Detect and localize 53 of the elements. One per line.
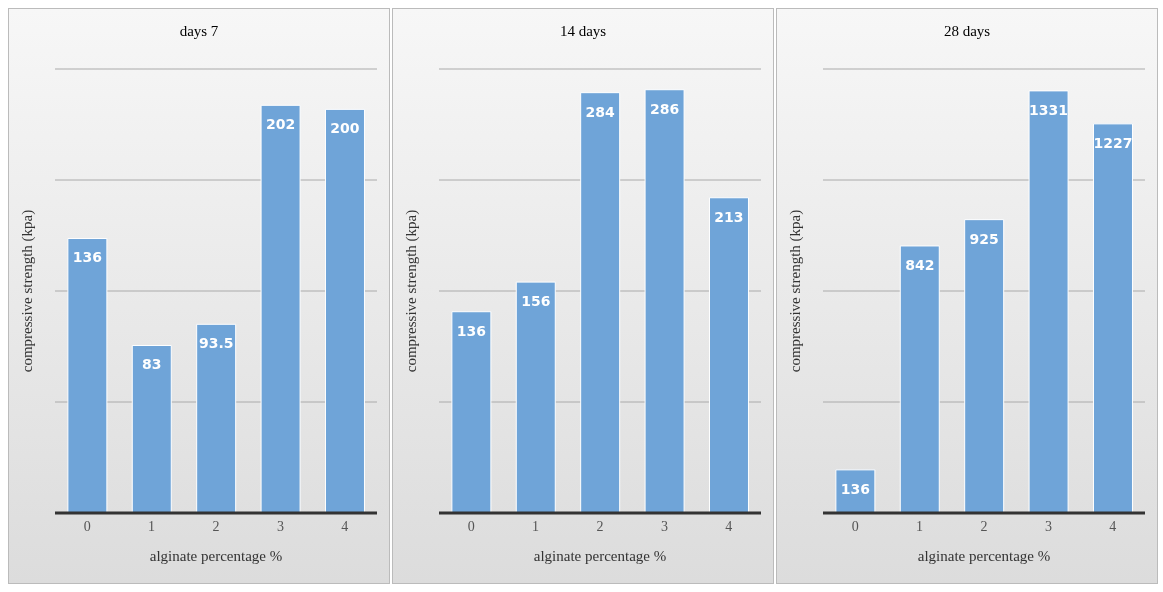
x-tick-label: 4: [725, 518, 733, 534]
bar: [964, 219, 1005, 514]
chart-title: days 7: [178, 23, 220, 40]
data-label: 83: [142, 356, 162, 373]
x-tick-label: 4: [1109, 518, 1117, 534]
data-label: 200: [330, 120, 360, 137]
x-tick-label: 1: [148, 518, 156, 534]
x-tick-label: 2: [980, 518, 988, 534]
bar: [196, 323, 237, 514]
data-label: 1227: [1093, 134, 1133, 151]
bar: [260, 104, 301, 514]
data-label: 284: [585, 103, 616, 120]
data-label: 925: [969, 230, 999, 247]
chart-title: 14 days: [558, 23, 608, 40]
x-tick-label: 0: [83, 518, 91, 534]
bar: [67, 238, 108, 514]
bar: [580, 92, 621, 514]
x-axis-title: alginate percentage %: [917, 548, 1051, 564]
data-label: 202: [265, 116, 296, 133]
y-axis-title: compressive strength (kpa): [787, 209, 805, 373]
x-tick-label: 2: [596, 518, 604, 534]
x-tick-label: 1: [532, 518, 540, 534]
data-label: 136: [72, 249, 102, 266]
data-label: 156: [521, 293, 551, 310]
x-tick-label: 4: [341, 518, 349, 534]
x-tick-label: 2: [212, 518, 220, 534]
x-axis-title: alginate percentage %: [149, 548, 283, 564]
x-tick-label: 0: [851, 518, 859, 534]
x-axis-title: alginate percentage %: [533, 548, 667, 564]
bar: [451, 311, 492, 514]
x-tick-label: 0: [467, 518, 475, 534]
data-label: 93.5: [198, 335, 234, 352]
data-label: 1331: [1029, 101, 1069, 118]
y-axis-title: compressive strength (kpa): [19, 209, 37, 373]
bar: [324, 108, 365, 514]
x-tick-label: 1: [916, 518, 924, 534]
bar: [1028, 90, 1069, 514]
data-label: 842: [905, 256, 935, 273]
data-label: 213: [714, 208, 744, 225]
y-axis-title: compressive strength (kpa): [403, 209, 421, 373]
x-tick-label: 3: [1044, 518, 1052, 534]
data-label: 136: [456, 322, 486, 339]
x-tick-label: 3: [660, 518, 668, 534]
bar: [515, 281, 556, 514]
bar: [644, 89, 685, 514]
bar: [1092, 123, 1133, 514]
bar: [899, 245, 940, 514]
data-label: 286: [649, 100, 680, 117]
bar: [708, 197, 749, 514]
chart-title: 28 days: [942, 23, 992, 40]
bar: [131, 344, 172, 514]
data-label: 136: [840, 480, 870, 497]
x-tick-label: 3: [276, 518, 284, 534]
